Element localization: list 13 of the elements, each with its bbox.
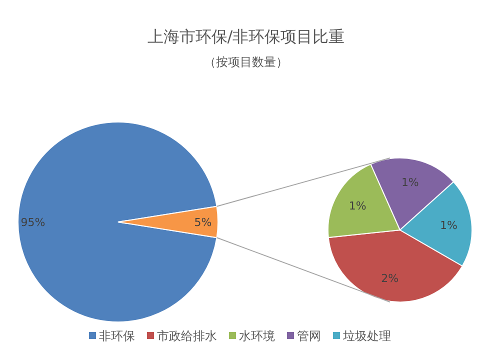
- chart-title: 上海市环保/非环保项目比重: [147, 27, 345, 46]
- data-label: 1%: [401, 176, 419, 190]
- text: （按项目数量）: [204, 55, 288, 69]
- legend-label: 管网: [297, 329, 321, 343]
- data-label: 95%: [20, 216, 46, 229]
- legend-label: 非环保: [99, 329, 135, 343]
- legend-label: 垃圾处理: [342, 329, 391, 343]
- data-label: 1%: [440, 218, 458, 232]
- legend-label: 水环境: [239, 329, 275, 343]
- legend-label: 市政给排水: [157, 329, 217, 343]
- data-label: 5%: [194, 216, 212, 229]
- data-label: 2%: [381, 272, 399, 285]
- data-label: 1%: [348, 200, 366, 213]
